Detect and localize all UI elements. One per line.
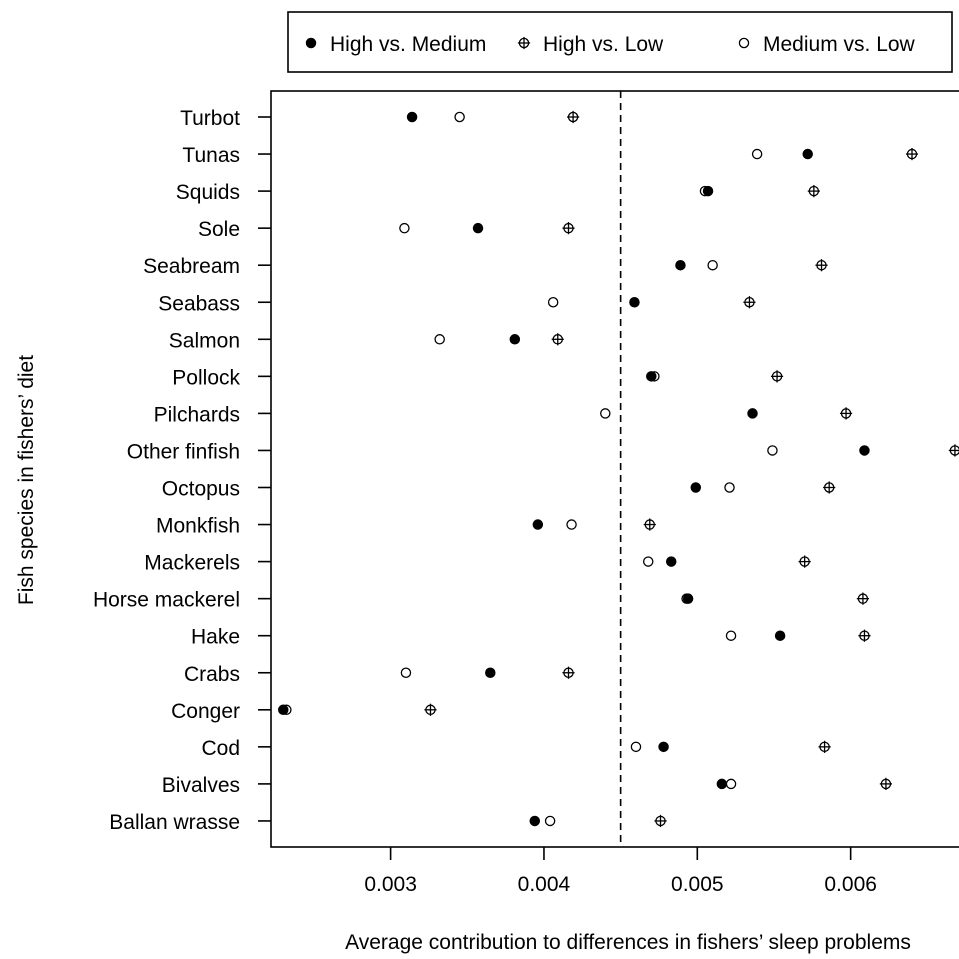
point-filled-circle	[802, 148, 813, 160]
point-crossed-circle	[807, 185, 820, 198]
point-open-circle	[434, 334, 445, 345]
legend-marker-filled-circle	[305, 37, 317, 49]
point-open-circle	[566, 519, 577, 530]
y-tick-label: Mackerels	[144, 552, 240, 575]
point-crossed-circle	[562, 222, 575, 235]
point-filled-circle	[472, 222, 484, 234]
y-tick-label: Other finfish	[127, 440, 240, 463]
point-filled-circle	[682, 593, 694, 604]
legend-marker-crossed-circle	[517, 36, 531, 50]
y-tick-label: Hake	[191, 626, 240, 649]
point-crossed-circle	[823, 481, 836, 494]
point-filled-circle	[702, 185, 714, 197]
point-filled-circle	[675, 259, 686, 271]
point-crossed-circle	[905, 147, 919, 161]
point-filled-circle	[509, 334, 521, 345]
point-filled-circle	[690, 482, 702, 493]
point-crossed-circle	[562, 666, 575, 679]
point-filled-circle	[485, 667, 496, 679]
point-open-circle	[400, 667, 412, 679]
point-crossed-circle	[798, 555, 811, 568]
point-crossed-circle	[879, 777, 893, 790]
y-tick-label: Tunas	[182, 144, 240, 167]
y-tick-label: Pollock	[172, 366, 240, 389]
y-tick-label: Bivalves	[162, 774, 240, 797]
point-filled-circle	[629, 296, 640, 308]
legend-marker-open-circle	[738, 37, 750, 49]
legend: High vs. Medium High vs. Low Medium vs. Lo…	[287, 11, 953, 73]
data-points	[278, 110, 959, 828]
x-axis-title: Average contribution to differences in f…	[345, 931, 911, 954]
point-open-circle	[547, 296, 559, 308]
y-tick-label: Salmon	[169, 329, 240, 352]
point-open-circle	[707, 259, 718, 271]
point-open-circle	[399, 222, 410, 234]
y-tick-label: Sole	[198, 218, 240, 241]
y-tick-label: Octopus	[162, 478, 240, 501]
point-open-circle	[725, 778, 737, 790]
point-open-circle	[724, 482, 735, 493]
point-crossed-circle	[815, 259, 828, 272]
y-tick-label: Monkfish	[156, 515, 240, 538]
point-crossed-circle	[643, 518, 656, 531]
y-tick-label: Conger	[171, 700, 240, 723]
legend-label: High vs. Low	[543, 33, 664, 56]
point-open-circle	[751, 148, 763, 160]
point-open-circle	[642, 556, 654, 567]
y-tick-label: Turbot	[180, 107, 240, 130]
point-crossed-circle	[551, 333, 564, 346]
point-crossed-circle	[770, 370, 784, 383]
y-tick-label: Cod	[201, 737, 240, 760]
point-filled-circle	[658, 741, 669, 753]
point-open-circle	[600, 408, 611, 419]
point-filled-circle	[665, 556, 677, 567]
y-tick-label: Crabs	[184, 663, 240, 686]
x-tick-label: 0.006	[824, 873, 877, 896]
point-crossed-circle	[424, 703, 437, 716]
point-filled-circle	[529, 815, 541, 827]
point-open-circle	[544, 815, 556, 827]
point-crossed-circle	[743, 296, 756, 309]
x-tick-label: 0.004	[518, 873, 571, 896]
point-open-circle	[630, 741, 642, 753]
point-filled-circle	[406, 111, 418, 123]
y-axis-title: Fish species in fishers’ diet	[15, 355, 38, 605]
y-tick-label: Seabass	[158, 292, 240, 315]
legend-label: High vs. Medium	[330, 33, 486, 56]
point-filled-circle	[646, 371, 657, 382]
y-tick-label: Pilchards	[154, 403, 240, 426]
x-axis: 0.003 0.004 0.005 0.006	[364, 847, 877, 896]
point-filled-circle	[747, 408, 758, 419]
point-open-circle	[767, 445, 778, 456]
x-tick-label: 0.005	[671, 873, 724, 896]
legend-label: Medium vs. Low	[763, 33, 916, 56]
y-tick-label: Squids	[176, 181, 240, 204]
y-tick-label: Horse mackerel	[93, 589, 240, 612]
y-tick-label: Ballan wrasse	[109, 811, 240, 834]
point-filled-circle	[774, 630, 786, 641]
y-tick-label: Seabream	[143, 255, 240, 278]
point-filled-circle	[278, 704, 289, 716]
point-filled-circle	[532, 519, 544, 530]
legend-box	[287, 11, 953, 73]
point-crossed-circle	[858, 629, 871, 642]
point-open-circle	[725, 630, 737, 641]
point-filled-circle	[716, 778, 728, 790]
point-crossed-circle	[654, 814, 667, 828]
point-crossed-circle	[566, 110, 580, 124]
point-crossed-circle	[856, 592, 870, 605]
point-crossed-circle	[948, 444, 959, 457]
point-filled-circle	[859, 445, 870, 456]
point-open-circle	[454, 111, 465, 123]
plot-frame	[270, 90, 959, 848]
point-crossed-circle	[818, 740, 831, 753]
y-axis: Turbot Tunas Squids Sole Seabream Seabass Salm…	[93, 107, 271, 834]
point-crossed-circle	[839, 407, 853, 420]
x-tick-label: 0.003	[364, 873, 417, 896]
